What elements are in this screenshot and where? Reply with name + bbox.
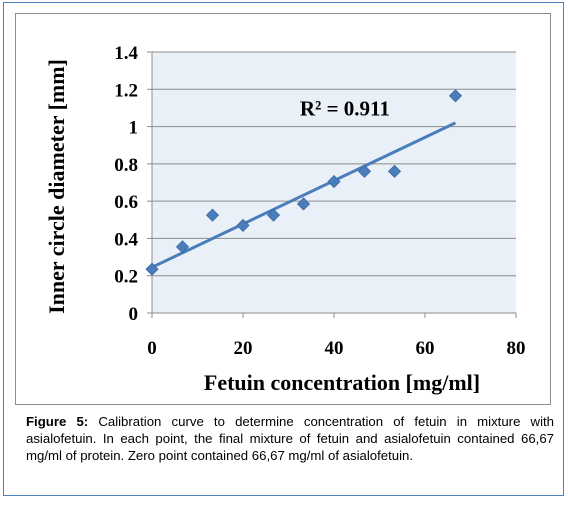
data-point — [145, 262, 159, 276]
x-tick-label: 40 — [325, 338, 344, 359]
y-tick-label: 0.6 — [114, 192, 138, 213]
data-point — [357, 164, 372, 178]
caption-label: Figure 5: — [26, 414, 89, 429]
data-point — [387, 164, 402, 178]
y-axis-ticks: 0 0.2 0.4 0.6 0.8 1 1.2 1.4 — [114, 43, 152, 325]
x-tick-label: 80 — [507, 338, 526, 359]
chart-area: 0 0.2 0.4 0.6 0.8 1 1.2 1.4 0 20 40 60 80 R² = 0.91… — [15, 13, 551, 405]
x-tick-label: 0 — [147, 338, 157, 359]
y-tick-label: 0.8 — [114, 155, 138, 176]
x-tick-label: 20 — [234, 338, 253, 359]
data-point — [327, 175, 341, 189]
data-point — [266, 208, 281, 222]
y-tick-label: 1 — [129, 118, 139, 139]
y-tick-label: 0.2 — [114, 267, 138, 288]
y-tick-label: 0 — [129, 304, 139, 325]
data-point — [205, 208, 220, 222]
y-axis-title: Inner circle diameter [mm] — [44, 59, 69, 314]
y-tick-label: 1.2 — [114, 80, 138, 101]
y-tick-label: 0.4 — [114, 229, 138, 250]
data-point — [236, 218, 250, 232]
figure-frame: 0 0.2 0.4 0.6 0.8 1 1.2 1.4 0 20 40 60 80 R² = 0.91… — [3, 2, 564, 496]
y-tick-label: 1.4 — [114, 43, 138, 64]
x-axis-title: Fetuin concentration [mg/ml] — [204, 370, 480, 395]
figure-caption: Figure 5: Calibration curve to determine… — [26, 413, 554, 464]
r-squared-annotation: R² = 0.911 — [300, 96, 390, 120]
data-point — [296, 197, 311, 211]
scatter-chart: 0 0.2 0.4 0.6 0.8 1 1.2 1.4 0 20 40 60 80 R² = 0.91… — [44, 43, 526, 395]
data-point — [175, 240, 190, 254]
data-points — [145, 89, 463, 276]
x-tick-label: 60 — [416, 338, 435, 359]
data-point — [448, 89, 463, 103]
caption-text: Calibration curve to determine concentra… — [26, 414, 555, 463]
gridlines — [151, 51, 516, 314]
trendline — [151, 121, 457, 269]
x-axis-ticks: 0 20 40 60 80 — [147, 313, 526, 359]
